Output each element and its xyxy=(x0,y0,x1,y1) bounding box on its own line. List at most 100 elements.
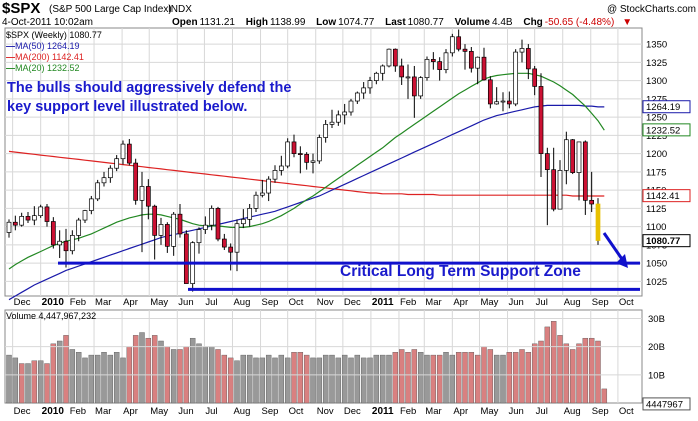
candle-body xyxy=(107,167,113,179)
candle-body xyxy=(278,165,284,171)
candle-body xyxy=(145,186,151,207)
candle-body xyxy=(323,124,329,138)
price-tick-label: 1175 xyxy=(646,167,666,178)
price-tick-label: 1125 xyxy=(646,204,666,215)
candle-body xyxy=(6,221,12,233)
volume-bar xyxy=(367,357,373,404)
price-tick-label: 1350 xyxy=(646,40,667,51)
volume-bar xyxy=(278,354,285,404)
value-tag-box xyxy=(642,100,691,114)
candle-body xyxy=(519,48,525,53)
volume-bar xyxy=(506,352,513,404)
candle-body xyxy=(570,139,576,173)
volume-bar xyxy=(531,343,538,404)
price-x-tick-label: Jul xyxy=(205,297,217,308)
candle-body xyxy=(424,59,430,79)
price-tick-label: 1300 xyxy=(646,76,667,87)
volume-bar xyxy=(215,349,221,404)
volume-panel-label: Volume 4,447,967,232 xyxy=(6,311,97,321)
candle-body xyxy=(101,177,107,184)
candle-body xyxy=(95,182,101,200)
price-x-tick-label: Aug xyxy=(564,297,581,308)
price-x-tick-label: Mar xyxy=(425,297,441,308)
volume-tick-label: 20B xyxy=(648,342,665,353)
volume-bar xyxy=(329,354,335,404)
volume-bar xyxy=(310,357,316,404)
volume-bar xyxy=(253,357,259,404)
volume-bar xyxy=(221,354,228,404)
volume-bar xyxy=(417,352,424,404)
high-label: High xyxy=(245,17,268,28)
volume-x-tick-label: Feb xyxy=(400,406,416,417)
candle-body xyxy=(557,170,563,210)
volume-bar xyxy=(563,343,570,404)
candle-body xyxy=(487,79,493,105)
candle-body xyxy=(399,65,405,78)
open-value: 1131.21 xyxy=(199,17,235,28)
last-label: Last xyxy=(385,17,406,28)
volume-bar xyxy=(101,352,107,404)
volume-bar xyxy=(145,337,152,404)
candle-body xyxy=(367,80,373,89)
price-tick-label: 1275 xyxy=(646,94,667,105)
volume-x-tick-label: 2010 xyxy=(42,406,65,417)
legend-price: $SPX (Weekly) 1080.77 xyxy=(6,30,102,40)
candle-body xyxy=(310,160,316,163)
volume-x-tick-label: Oct xyxy=(289,406,304,417)
candle-body xyxy=(196,229,202,244)
candle-body xyxy=(171,213,177,247)
volume-bar xyxy=(120,357,126,404)
candle-body xyxy=(215,208,221,240)
candle-body xyxy=(259,192,265,196)
volume-bar xyxy=(373,354,380,404)
volume-bar xyxy=(474,354,481,404)
price-x-tick-label: May xyxy=(150,297,168,308)
price-x-tick-label: 2010 xyxy=(42,297,65,308)
candle-body xyxy=(468,51,474,69)
volume-bar xyxy=(31,360,38,404)
volume-bar xyxy=(291,352,297,404)
volume-x-tick-label: May xyxy=(150,406,168,417)
volume-x-tick-label: Sep xyxy=(262,406,279,417)
price-x-tick-label: Dec xyxy=(14,297,31,308)
volume-x-tick-label: Sep xyxy=(592,406,609,417)
volume-bar xyxy=(316,357,323,404)
volume-bar xyxy=(512,352,519,404)
volume-value: 4.4B xyxy=(491,17,513,28)
candle-body xyxy=(209,208,215,226)
last-value: 1080.77 xyxy=(407,17,444,28)
date-time: 4-Oct-2011 10:02am xyxy=(2,17,93,28)
candle-body xyxy=(563,139,569,171)
volume-bar xyxy=(569,349,576,404)
candle-body xyxy=(551,169,557,210)
volume-bar xyxy=(582,337,589,404)
candle-body xyxy=(285,141,291,167)
volume-bar xyxy=(335,357,342,404)
volume-bar xyxy=(56,340,63,404)
candle-body xyxy=(386,48,392,67)
volume-bar xyxy=(75,352,82,404)
candle-body xyxy=(380,65,386,74)
volume-bar xyxy=(449,354,456,404)
volume-x-tick-label: Mar xyxy=(95,406,111,417)
volume-bar xyxy=(360,357,367,404)
volume-x-tick-label: Jun xyxy=(178,406,193,417)
volume-bar xyxy=(576,343,582,404)
volume-bar xyxy=(557,335,563,404)
low-label: Low xyxy=(316,17,337,28)
candle-body xyxy=(437,61,443,70)
value-tag-text: 1142.41 xyxy=(646,191,680,202)
volume-bar xyxy=(6,354,12,404)
volume-bar xyxy=(386,354,392,404)
value-tag-box xyxy=(642,123,691,137)
candle-body xyxy=(221,238,227,248)
candle-body xyxy=(475,56,481,69)
volume-bar xyxy=(341,354,348,404)
price-x-tick-label: Feb xyxy=(70,297,86,308)
volume-bar xyxy=(139,332,145,404)
volume-x-tick-label: Apr xyxy=(123,406,138,417)
price-x-tick-label: Sep xyxy=(262,297,279,308)
price-x-tick-label: Nov xyxy=(317,297,334,308)
price-x-tick-label: Feb xyxy=(400,297,416,308)
volume-x-tick-label: Dec xyxy=(344,406,361,417)
